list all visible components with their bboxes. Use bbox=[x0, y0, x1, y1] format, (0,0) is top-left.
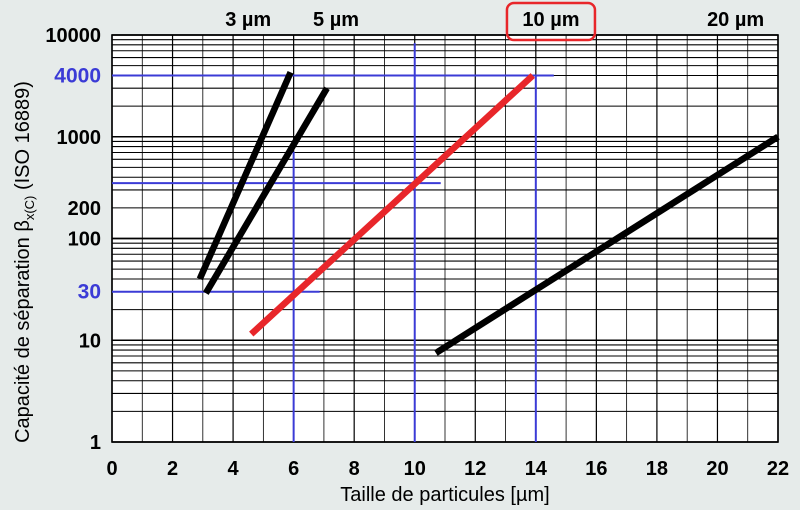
x-tick-label: 14 bbox=[525, 458, 548, 480]
plot-frame bbox=[111, 34, 779, 443]
x-tick-labels: 0 2 4 6 8 10 12 14 16 18 20 22 bbox=[106, 458, 789, 480]
x-tick-label: 16 bbox=[585, 458, 607, 480]
y-tick-label: 200 bbox=[68, 198, 101, 220]
y-axis-title-main: Capacité de séparation β bbox=[12, 220, 34, 443]
y-tick-label: 1000 bbox=[57, 127, 102, 149]
y-tick-label: 30 bbox=[78, 281, 101, 304]
x-tick-label: 8 bbox=[349, 458, 360, 480]
series-labels: 3 µm 5 µm 10 µm 20 µm bbox=[225, 1, 764, 42]
y-tick-label: 10000 bbox=[45, 25, 101, 47]
y-axis-title-subscript: x(C) bbox=[22, 196, 37, 221]
reference-lines bbox=[112, 43, 554, 442]
x-tick-label: 22 bbox=[767, 458, 789, 480]
series-lines bbox=[196, 70, 780, 356]
x-axis-title: Taille de particules [µm] bbox=[340, 484, 549, 506]
x-tick-label: 2 bbox=[167, 458, 178, 480]
x-tick-label: 6 bbox=[288, 458, 299, 480]
series-label: 10 µm bbox=[522, 9, 579, 31]
y-tick-label: 1 bbox=[90, 432, 101, 454]
series-line-3mum bbox=[196, 70, 294, 281]
y-axis-title-suffix: (ISO 16889) bbox=[12, 81, 34, 196]
y-tick-label: 100 bbox=[68, 229, 101, 251]
series-label: 3 µm bbox=[225, 9, 271, 31]
series-label-highlight-box bbox=[505, 1, 597, 42]
y-tick-label: 10 bbox=[79, 330, 101, 352]
series-line-5mum bbox=[203, 86, 330, 295]
x-tick-label: 18 bbox=[646, 458, 668, 480]
x-tick-label: 20 bbox=[706, 458, 728, 480]
y-tick-labels: 1 10 30 100 200 1000 4000 10000 bbox=[45, 25, 101, 454]
y-tick-label: 4000 bbox=[54, 64, 101, 87]
x-tick-label: 4 bbox=[228, 458, 240, 480]
y-axis-title: Capacité de séparation βx(C) (ISO 16889) bbox=[12, 81, 37, 443]
series-label: 5 µm bbox=[313, 9, 359, 31]
series-line-20mum bbox=[434, 134, 780, 356]
series-line-10mum bbox=[249, 73, 535, 337]
x-tick-label: 10 bbox=[404, 458, 426, 480]
x-tick-label: 12 bbox=[464, 458, 486, 480]
x-tick-label: 0 bbox=[106, 458, 117, 480]
series-label: 20 µm bbox=[707, 9, 764, 31]
